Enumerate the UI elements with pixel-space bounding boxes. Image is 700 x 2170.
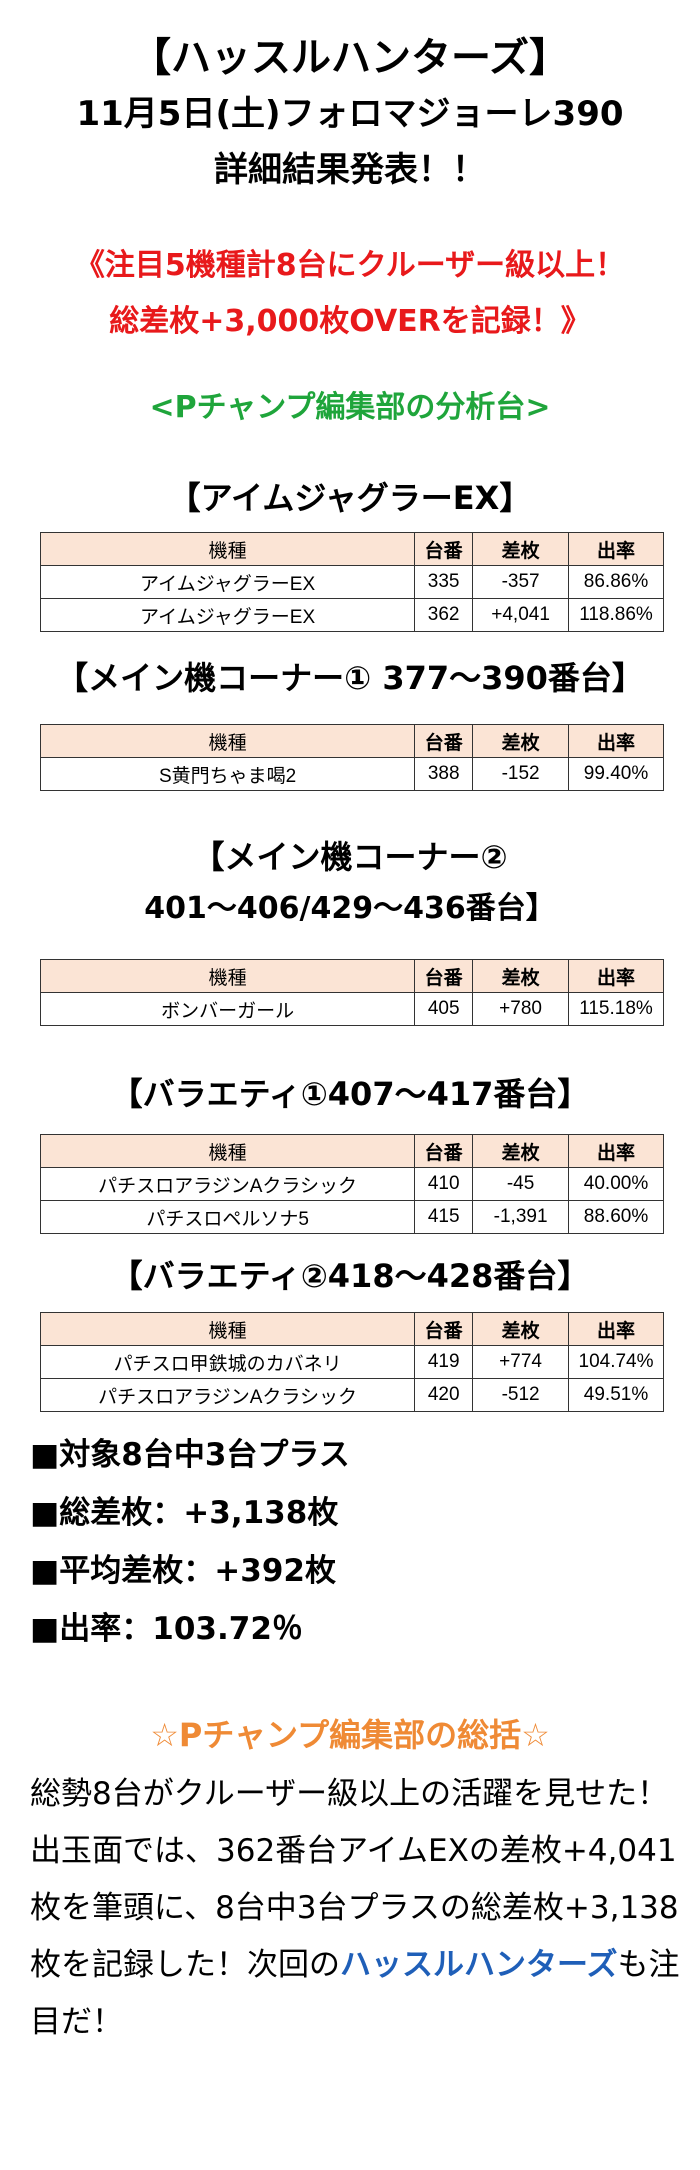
cell-rate: 118.86% (568, 598, 664, 632)
table-header-row: 機種 台番 差枚 出率 (39, 724, 664, 758)
headline: 《注目5機種計8台にクルーザー級以上！ 総差枚+3,000枚OVERを記録！》 (0, 238, 700, 350)
cell-number: 415 (414, 1200, 474, 1234)
cell-rate: 104.74% (568, 1345, 664, 1379)
table-row: ボンバーガール 405 +780 115.18% (39, 992, 664, 1026)
table-row: パチスロアラジンAクラシック 420 -512 49.51% (39, 1378, 664, 1412)
section-4-title: 【バラエティ①407～417番台】 (110, 1075, 590, 1113)
table-row: パチスロ甲鉄城のカバネリ 419 +774 104.74% (39, 1345, 664, 1379)
section-3-title-line2: 401～406/429～436番台】 (144, 891, 556, 926)
table-row: アイムジャグラーEX 362 +4,041 118.86% (39, 598, 664, 632)
cell-diff: -1,391 (472, 1200, 570, 1234)
table-header-row: 機種 台番 差枚 出率 (39, 1134, 664, 1168)
summary-payout-rate: ■出率：103.72％ (30, 1611, 303, 1647)
table-row: パチスロペルソナ5 415 -1,391 88.60% (39, 1200, 664, 1234)
event-date-line: 11月5日(土)フォロマジョーレ390 (76, 94, 624, 134)
conclusion-text-end: も注目だ！ (30, 1947, 680, 2040)
conclusion-paragraph: 総勢8台がクルーザー級以上の活躍を見せた！出玉面では、362番台アイムEXの差枚… (30, 1766, 680, 2051)
header-rate: 出率 (568, 1312, 664, 1346)
cell-machine: S黄門ちゃま喝2 (39, 757, 416, 791)
cell-diff: -45 (472, 1167, 570, 1201)
table-header-row: 機種 台番 差枚 出率 (39, 532, 664, 566)
analysis-label: <Pチャンプ編集部の分析台> (149, 390, 551, 425)
cell-diff: +4,041 (472, 598, 570, 632)
cell-rate: 86.86% (568, 565, 664, 599)
cell-diff: +774 (472, 1345, 570, 1379)
conclusion-title: ☆Pチャンプ編集部の総括☆ (150, 1716, 550, 1754)
header-machine: 機種 (39, 1134, 416, 1168)
cell-number: 420 (414, 1378, 474, 1412)
cell-diff: +780 (472, 992, 570, 1026)
header-rate: 出率 (568, 724, 664, 758)
cell-rate: 40.00% (568, 1167, 664, 1201)
section-1-table: 機種 台番 差枚 出率 アイムジャグラーEX 335 -357 86.86% ア… (39, 532, 664, 632)
section-2-table: 機種 台番 差枚 出率 S黄門ちゃま喝2 388 -152 99.40% (39, 724, 664, 791)
header: 【ハッスルハンターズ】 11月5日(土)フォロマジョーレ390 詳細結果発表！！ (0, 0, 700, 198)
header-rate: 出率 (568, 532, 664, 566)
header-number: 台番 (414, 1134, 474, 1168)
conclusion-highlight: ハッスルハンターズ (340, 1947, 618, 1983)
cell-number: 335 (414, 565, 474, 599)
cell-number: 362 (414, 598, 474, 632)
cell-machine: パチスロアラジンAクラシック (39, 1167, 416, 1201)
header-rate: 出率 (568, 1134, 664, 1168)
cell-number: 388 (414, 757, 474, 791)
cell-rate: 88.60% (568, 1200, 664, 1234)
header-diff: 差枚 (472, 532, 570, 566)
conclusion-text: 総勢8台がクルーザー級以上の活躍を見せた！出玉面では、362番台アイムEXの差枚… (30, 1776, 679, 1983)
cell-diff: -512 (472, 1378, 570, 1412)
cell-machine: パチスロ甲鉄城のカバネリ (39, 1345, 416, 1379)
cell-rate: 49.51% (568, 1378, 664, 1412)
table-row: パチスロアラジンAクラシック 410 -45 40.00% (39, 1167, 664, 1201)
table-header-row: 機種 台番 差枚 出率 (39, 959, 664, 993)
table-row: S黄門ちゃま喝2 388 -152 99.40% (39, 757, 664, 791)
section-3-title: 【メイン機コーナー② 401～406/429～436番台】 (0, 831, 700, 935)
header-number: 台番 (414, 959, 474, 993)
header-machine: 機種 (39, 959, 416, 993)
header-machine: 機種 (39, 724, 416, 758)
section-1-title: 【アイムジャグラーEX】 (168, 479, 532, 517)
header-number: 台番 (414, 724, 474, 758)
cell-rate: 99.40% (568, 757, 664, 791)
header-number: 台番 (414, 1312, 474, 1346)
table-header-row: 機種 台番 差枚 出率 (39, 1312, 664, 1346)
cell-diff: -152 (472, 757, 570, 791)
result-announcement: 詳細結果発表！！ (214, 150, 486, 190)
header-diff: 差枚 (472, 959, 570, 993)
cell-machine: ボンバーガール (39, 992, 416, 1026)
headline-line2: 総差枚+3,000枚OVERを記録！》 (109, 304, 591, 339)
summary-average-diff: ■平均差枚：+392枚 (30, 1553, 336, 1589)
header-diff: 差枚 (472, 1134, 570, 1168)
summary-total-diff: ■総差枚：+3,138枚 (30, 1495, 339, 1531)
headline-line1: 《注目5機種計8台にクルーザー級以上！ (74, 248, 626, 283)
header-machine: 機種 (39, 1312, 416, 1346)
cell-machine: パチスロペルソナ5 (39, 1200, 416, 1234)
section-3-title-line1: 【メイン機コーナー② (192, 838, 508, 876)
section-2-title: 【メイン機コーナー① 377～390番台】 (56, 659, 644, 697)
header-number: 台番 (414, 532, 474, 566)
cell-machine: アイムジャグラーEX (39, 565, 416, 599)
section-4-table: 機種 台番 差枚 出率 パチスロアラジンAクラシック 410 -45 40.00… (39, 1134, 664, 1234)
section-5-title: 【バラエティ②418～428番台】 (110, 1257, 590, 1295)
cell-diff: -357 (472, 565, 570, 599)
summary-plus-count: ■対象8台中3台プラス (30, 1437, 350, 1473)
header-diff: 差枚 (472, 1312, 570, 1346)
header-diff: 差枚 (472, 724, 570, 758)
header-rate: 出率 (568, 959, 664, 993)
section-3-table: 機種 台番 差枚 出率 ボンバーガール 405 +780 115.18% (39, 959, 664, 1026)
cell-machine: アイムジャグラーEX (39, 598, 416, 632)
section-5-table: 機種 台番 差枚 出率 パチスロ甲鉄城のカバネリ 419 +774 104.74… (39, 1312, 664, 1412)
cell-machine: パチスロアラジンAクラシック (39, 1378, 416, 1412)
page-title: 【ハッスルハンターズ】 (131, 35, 569, 81)
cell-number: 405 (414, 992, 474, 1026)
summary: ■対象8台中3台プラス ■総差枚：+3,138枚 ■平均差枚：+392枚 ■出率… (0, 1426, 700, 1658)
cell-rate: 115.18% (568, 992, 664, 1026)
table-row: アイムジャグラーEX 335 -357 86.86% (39, 565, 664, 599)
header-machine: 機種 (39, 532, 416, 566)
cell-number: 410 (414, 1167, 474, 1201)
cell-number: 419 (414, 1345, 474, 1379)
